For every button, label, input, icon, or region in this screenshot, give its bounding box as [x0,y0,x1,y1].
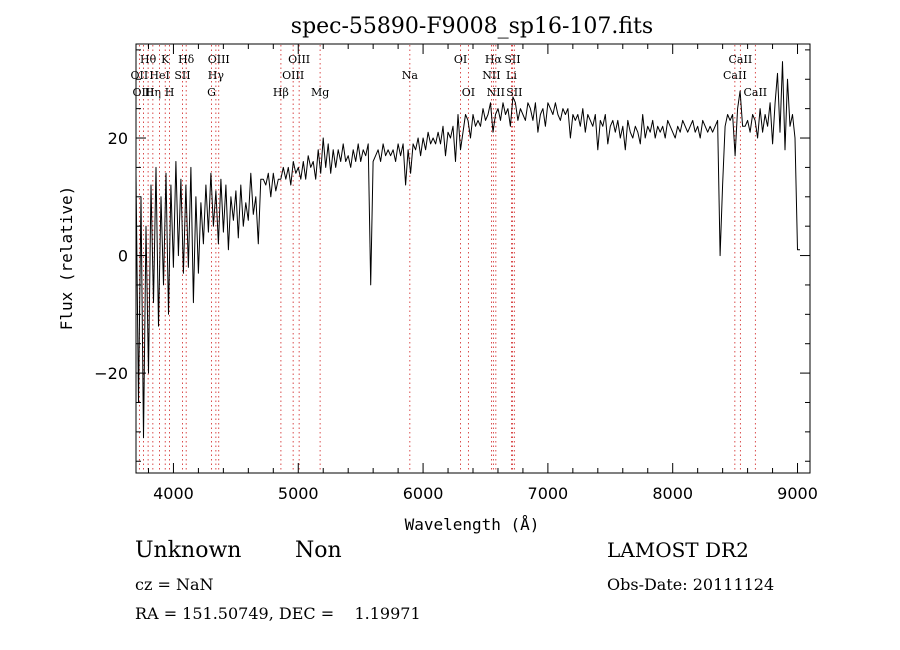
x-tick-label: 7000 [528,484,569,503]
line-marker-label: OI [462,86,475,99]
line-marker-label: CaII [723,69,747,82]
line-marker-label: Hγ [208,69,225,82]
line-marker-label: Mg [311,86,329,99]
y-tick-label: 0 [118,247,128,266]
line-marker-label: Na [402,69,419,82]
x-tick-label: 5000 [278,484,319,503]
line-marker-label: H [165,86,175,99]
line-marker-label: CaII [729,53,753,66]
line-marker-label: G [207,86,216,99]
line-marker-label: CaII [743,86,767,99]
line-marker-label: Hη [145,86,161,99]
line-marker-label: SII [174,69,190,82]
spectrum-series-line [135,61,800,439]
y-tick-label: −20 [94,364,128,383]
line-marker-label: OIII [208,53,230,66]
line-marker-label: Li [506,69,517,82]
y-tick-label: 20 [108,129,128,148]
line-marker-label: OIII [282,69,304,82]
line-marker-label: Hδ [178,53,195,66]
obs-date: Obs-Date: 20111124 [607,575,775,594]
axis-ticks: 4000 5000 6000 7000 8000 9000 −20 0 20 [94,44,818,503]
ra-dec: RA = 151.50749, DEC = 1.19971 [135,604,421,623]
x-tick-label: 6000 [403,484,444,503]
line-marker-label: SII [506,86,522,99]
object-class: Unknown [135,538,242,563]
x-tick-label: 4000 [153,484,194,503]
chart-title: spec-55890-F9008_sp16-107.fits [291,14,653,39]
line-marker-label: NII [487,86,505,99]
line-marker-label: NII [482,69,500,82]
line-marker-label: OI [454,53,467,66]
x-tick-label: 9000 [777,484,818,503]
line-marker-label: Hβ [273,86,289,99]
object-subclass: Non [295,538,342,563]
x-tick-label: 8000 [652,484,693,503]
line-marker-label: K [161,53,170,66]
line-marker-label: OII [131,69,149,82]
line-marker-label: OIII [132,86,154,99]
line-marker-label: HeI [149,69,169,82]
redshift-cz: cz = NaN [135,575,214,594]
line-marker-label: SII [504,53,520,66]
plot-frame [135,43,811,474]
survey-name: LAMOST DR2 [607,538,749,562]
line-marker-label: Hα [485,53,503,66]
series-layer [135,61,800,439]
line-marker-label: OIII [288,53,310,66]
x-axis-label: Wavelength (Å) [405,515,540,534]
y-axis-label: Flux (relative) [57,186,76,331]
line-marker-label: Hθ [140,53,157,66]
